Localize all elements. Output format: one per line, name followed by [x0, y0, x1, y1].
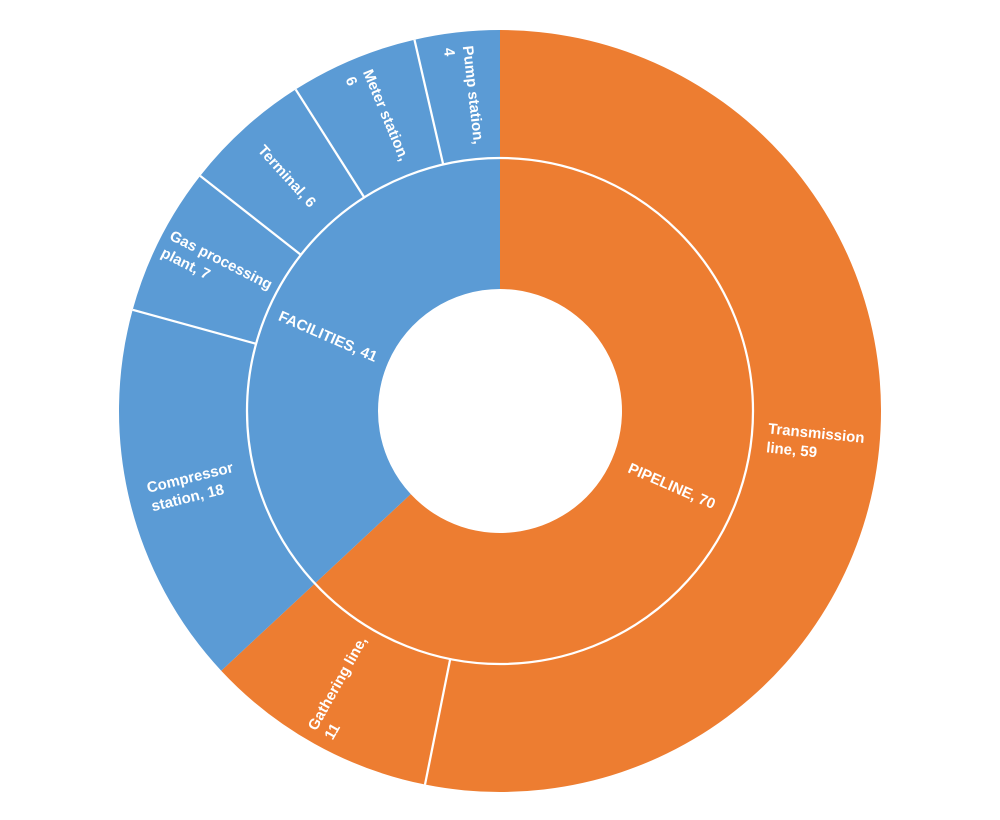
segment-terminal — [200, 89, 365, 255]
segment-gas-processing-plant — [132, 175, 301, 344]
segment-gathering-line — [221, 583, 451, 785]
segment-divider — [423, 658, 452, 785]
segment-divider — [413, 39, 445, 165]
ring-divider — [245, 156, 755, 666]
segment-compressor-station — [119, 309, 315, 671]
segment-divider — [132, 308, 257, 345]
segment-divider — [199, 174, 302, 256]
segment-pipeline — [314, 158, 753, 665]
segment-facilities — [246, 158, 500, 584]
segment-transmission-line — [425, 30, 881, 792]
segment-divider — [294, 88, 366, 199]
segment-meter-station — [295, 39, 444, 198]
